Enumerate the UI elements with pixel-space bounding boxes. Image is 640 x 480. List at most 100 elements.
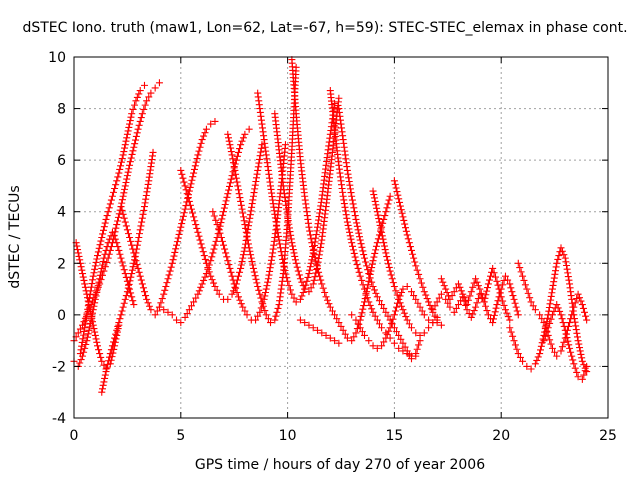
data-point — [509, 292, 517, 300]
data-point — [164, 275, 172, 283]
data-point — [130, 301, 138, 309]
data-point — [499, 297, 507, 305]
data-point — [358, 328, 366, 336]
data-point — [240, 217, 248, 225]
data-point — [155, 303, 163, 311]
data-point — [120, 299, 128, 307]
data-point — [514, 259, 522, 267]
data-point — [573, 368, 581, 376]
data-point — [407, 355, 415, 363]
data-point — [90, 325, 98, 333]
data-point — [88, 313, 96, 321]
data-point — [93, 342, 101, 350]
data-point — [121, 295, 129, 303]
data-point — [168, 259, 176, 267]
data-point — [141, 101, 149, 109]
data-point — [116, 165, 124, 173]
data-point — [407, 288, 415, 296]
data-point — [220, 208, 228, 216]
data-point — [248, 203, 256, 211]
data-point — [301, 319, 309, 327]
data-point — [353, 261, 361, 269]
data-point — [107, 356, 115, 364]
data-point — [384, 260, 392, 268]
data-point — [378, 324, 386, 332]
data-point — [128, 270, 136, 278]
data-point — [274, 229, 282, 237]
data-point — [414, 299, 422, 307]
data-point — [115, 169, 123, 177]
data-point — [236, 194, 244, 202]
data-point — [482, 291, 490, 299]
data-point — [188, 176, 196, 184]
data-point — [160, 290, 168, 298]
data-point — [99, 381, 107, 389]
data-point — [224, 295, 232, 303]
data-point — [504, 313, 512, 321]
data-point — [101, 250, 109, 258]
data-point — [370, 253, 378, 261]
data-point — [131, 253, 139, 261]
data-point — [531, 306, 539, 314]
data-point — [516, 264, 524, 272]
data-point — [413, 266, 421, 274]
data-point — [382, 308, 390, 316]
data-point — [567, 348, 575, 356]
data-point — [74, 246, 82, 254]
data-point — [98, 264, 106, 272]
data-point — [469, 310, 477, 318]
data-point — [484, 280, 492, 288]
data-point — [184, 194, 192, 202]
data-point — [114, 213, 122, 221]
data-point — [559, 319, 567, 327]
data-point — [87, 316, 95, 324]
data-point — [190, 213, 198, 221]
data-point — [496, 289, 504, 297]
data-point — [378, 232, 386, 240]
data-point — [440, 282, 448, 290]
data-point — [142, 292, 150, 300]
data-point — [273, 221, 281, 229]
data-point — [183, 190, 191, 198]
data-point — [161, 286, 169, 294]
data-point — [279, 255, 287, 263]
data-point — [116, 315, 124, 323]
data-point — [413, 345, 421, 353]
data-point — [136, 117, 144, 125]
data-point — [492, 273, 500, 281]
data-point — [242, 228, 250, 236]
data-point — [398, 289, 406, 297]
data-point — [120, 148, 128, 156]
data-point — [76, 256, 84, 264]
data-point — [285, 220, 293, 228]
data-point — [385, 196, 393, 204]
data-point — [211, 241, 219, 249]
data-point — [228, 151, 236, 159]
data-point — [563, 261, 571, 269]
data-point — [230, 280, 238, 288]
data-point — [114, 173, 122, 181]
data-point — [130, 249, 138, 257]
data-point — [225, 137, 233, 145]
data-point — [160, 306, 168, 314]
data-point — [373, 293, 381, 301]
data-point — [76, 325, 84, 333]
data-point — [91, 265, 99, 273]
data-point — [375, 218, 383, 226]
data-point — [317, 243, 325, 251]
data-point — [382, 208, 390, 216]
data-point — [358, 276, 366, 284]
data-point — [371, 249, 379, 257]
data-point — [307, 259, 315, 267]
data-point — [368, 278, 376, 286]
data-point — [517, 268, 525, 276]
data-point — [281, 141, 289, 149]
data-point — [291, 252, 299, 260]
data-point — [551, 348, 559, 356]
data-point — [342, 207, 350, 215]
data-point — [140, 203, 148, 211]
data-point — [397, 206, 405, 214]
data-point — [380, 338, 388, 346]
data-point — [123, 134, 131, 142]
data-point — [124, 230, 132, 238]
